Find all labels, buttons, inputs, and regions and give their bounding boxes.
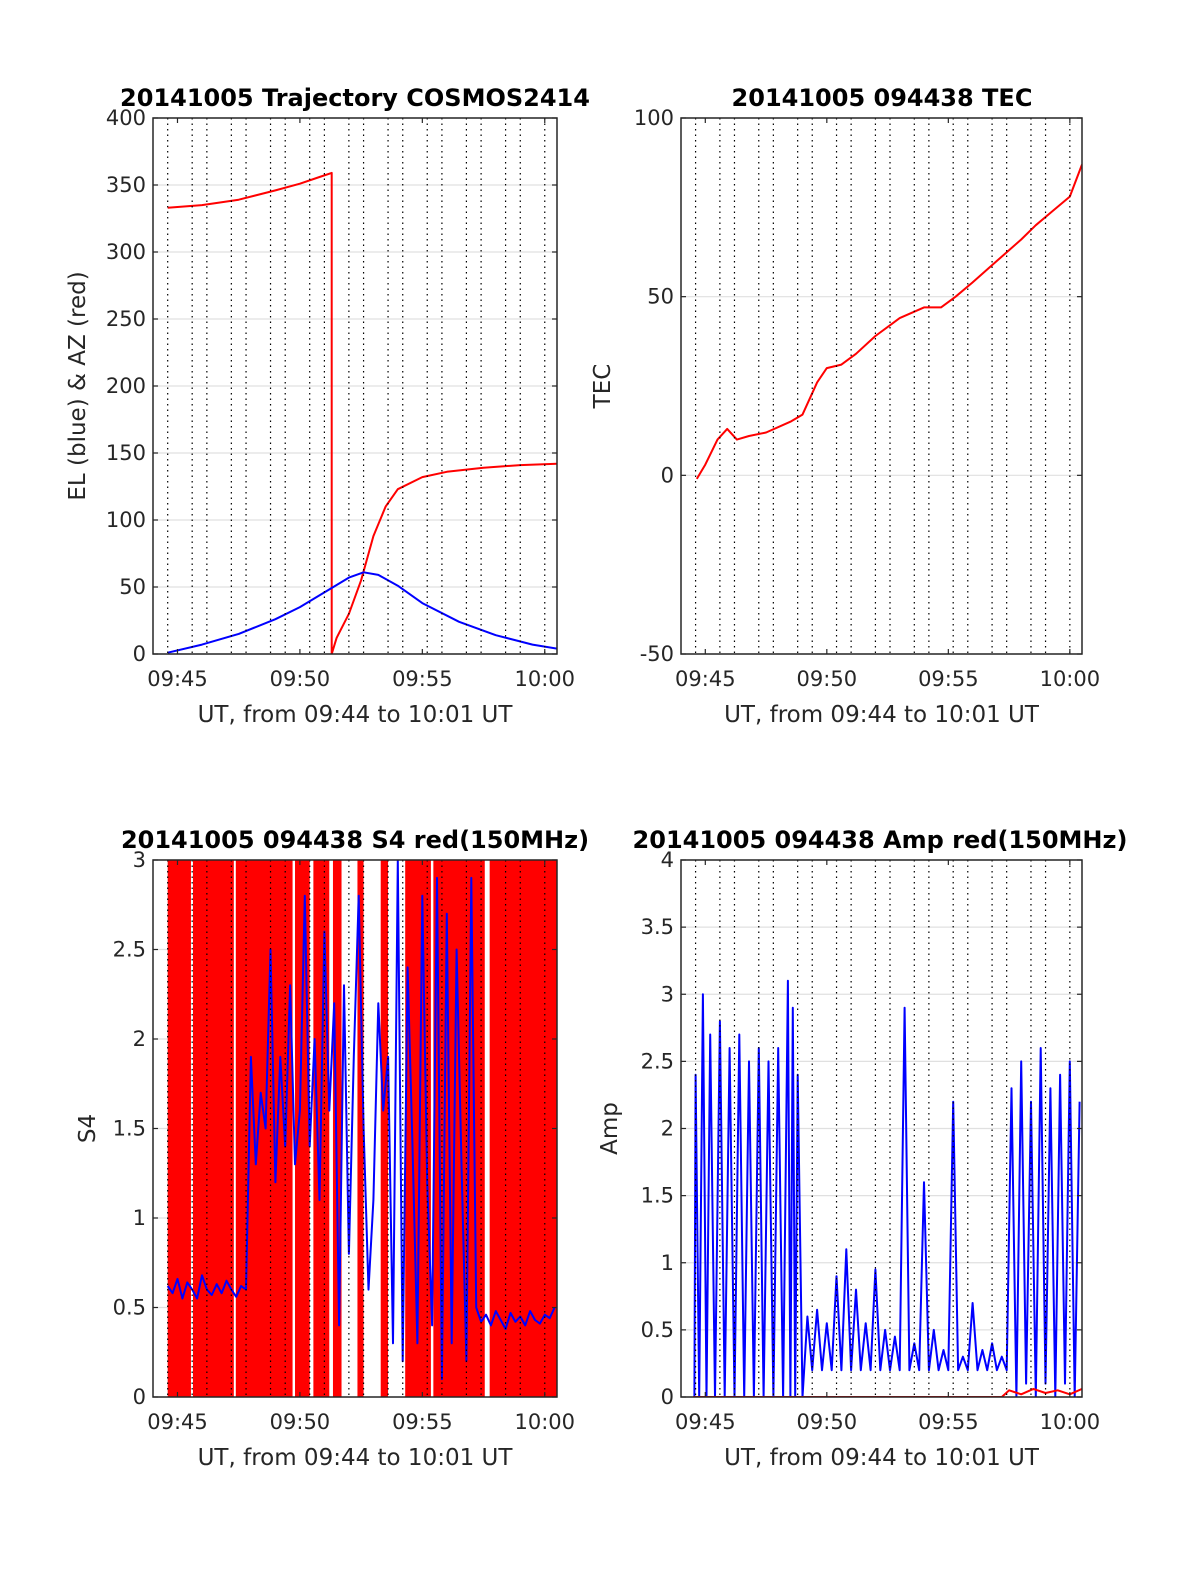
y-tick-label: 0.5 — [641, 1318, 674, 1342]
y-tick-label: 0 — [661, 463, 674, 487]
chart-amp: 09:45 09:50 09:55 10:00 0 0.5 1 1.5 2 2.5 3 3.5 4201… — [597, 826, 1127, 1471]
y-tick-label: 3.5 — [641, 915, 674, 939]
y-tick-label: 50 — [647, 285, 674, 309]
chart-s4: 09:45 09:50 09:55 10:00 0 0.5 1 1.5 2 2.5 32014100… — [75, 826, 589, 1471]
chart-title: 20141005 Trajectory COSMOS2414 — [120, 84, 590, 112]
y-tick-label: 2 — [661, 1117, 674, 1141]
y-tick-label: 1 — [133, 1206, 146, 1230]
y-tick-label: 2 — [133, 1027, 146, 1051]
x-tick-label: 09:55 — [918, 1410, 979, 1434]
y-tick-label: 1.5 — [113, 1117, 146, 1141]
series-line-el — [167, 571, 557, 654]
x-axis-label: UT, from 09:44 to 10:01 UT — [198, 702, 514, 728]
y-tick-label: 3 — [661, 982, 674, 1006]
x-tick-label: 09:50 — [797, 1410, 858, 1434]
x-tick-label: 09:55 — [392, 1410, 453, 1434]
y-tick-label: 4 — [661, 848, 674, 872]
red-fill-gap — [329, 860, 333, 1397]
x-tick-label: 09:55 — [918, 667, 979, 691]
x-tick-label: 09:45 — [675, 667, 736, 691]
y-tick-label: 300 — [106, 240, 146, 264]
x-tick-label: 09:45 — [675, 1410, 736, 1434]
x-tick-label: 09:55 — [392, 667, 453, 691]
x-tick-label: 09:45 — [147, 1410, 208, 1434]
red-fill-gap — [190, 860, 193, 1397]
y-tick-label: 3 — [133, 848, 146, 872]
x-axis-label: UT, from 09:44 to 10:01 UT — [198, 1445, 514, 1471]
series-line-s4-blue — [166, 860, 556, 1381]
y-axis-label: EL (blue) & AZ (red) — [65, 271, 91, 500]
y-tick-label: 1.5 — [641, 1184, 674, 1208]
red-fill-gap — [484, 860, 490, 1397]
x-tick-label: 10:00 — [514, 667, 575, 691]
chart-traj: 09:45 09:50 09:55 10:00 0 50 100 150 200 250 300 35… — [65, 84, 590, 728]
red-fill-band — [167, 860, 557, 1397]
x-tick-label: 09:50 — [270, 1410, 331, 1434]
y-tick-label: 0 — [133, 642, 146, 666]
y-tick-label: 350 — [106, 173, 146, 197]
red-fill-gap — [309, 860, 314, 1397]
data-layer — [166, 860, 557, 1397]
data-layer — [695, 164, 1082, 480]
axes-box — [680, 117, 1083, 655]
y-tick-label: 0.5 — [113, 1296, 146, 1320]
x-tick-label: 09:50 — [797, 667, 858, 691]
y-tick-label: 100 — [634, 106, 674, 130]
y-axis-label: TEC — [590, 364, 616, 410]
red-fill-gap — [233, 860, 236, 1397]
y-tick-label: 150 — [106, 441, 146, 465]
y-tick-label: -50 — [640, 642, 674, 666]
chart-tec: 09:45 09:50 09:55 10:00 -50 0 50 100 20141005 09… — [590, 84, 1100, 728]
chart-title: 20141005 094438 Amp red(150MHz) — [633, 826, 1128, 854]
x-axis-label: UT, from 09:44 to 10:01 UT — [724, 702, 1040, 728]
y-tick-label: 1 — [661, 1251, 674, 1275]
red-fill-gap — [430, 860, 434, 1397]
red-fill-gap — [341, 860, 358, 1397]
data-layer — [693, 979, 1082, 1397]
y-tick-label: 2.5 — [113, 938, 146, 962]
y-tick-label: 250 — [106, 307, 146, 331]
x-tick-label: 09:45 — [147, 667, 208, 691]
x-tick-label: 10:00 — [1040, 1410, 1101, 1434]
y-tick-label: 400 — [106, 106, 146, 130]
y-tick-label: 0 — [661, 1385, 674, 1409]
chart-title: 20141005 094438 S4 red(150MHz) — [121, 826, 589, 854]
series-line-amp-red — [693, 1387, 1082, 1397]
chart-title: 20141005 094438 TEC — [732, 84, 1033, 112]
x-axis-label: UT, from 09:44 to 10:01 UT — [724, 1445, 1040, 1471]
x-tick-label: 09:50 — [270, 667, 331, 691]
y-tick-label: 100 — [106, 508, 146, 532]
series-line-tec — [695, 164, 1082, 480]
x-tick-label: 10:00 — [1040, 667, 1101, 691]
y-tick-label: 200 — [106, 374, 146, 398]
y-tick-label: 50 — [119, 575, 146, 599]
y-tick-label: 2.5 — [641, 1049, 674, 1073]
y-axis-label: S4 — [75, 1114, 101, 1143]
x-tick-label: 10:00 — [514, 1410, 575, 1434]
y-tick-label: 0 — [133, 1385, 146, 1409]
y-axis-label: Amp — [597, 1102, 623, 1155]
red-fill-gap — [363, 860, 381, 1397]
plot-area — [681, 118, 1082, 654]
series-line-amp-blue — [693, 979, 1081, 1397]
